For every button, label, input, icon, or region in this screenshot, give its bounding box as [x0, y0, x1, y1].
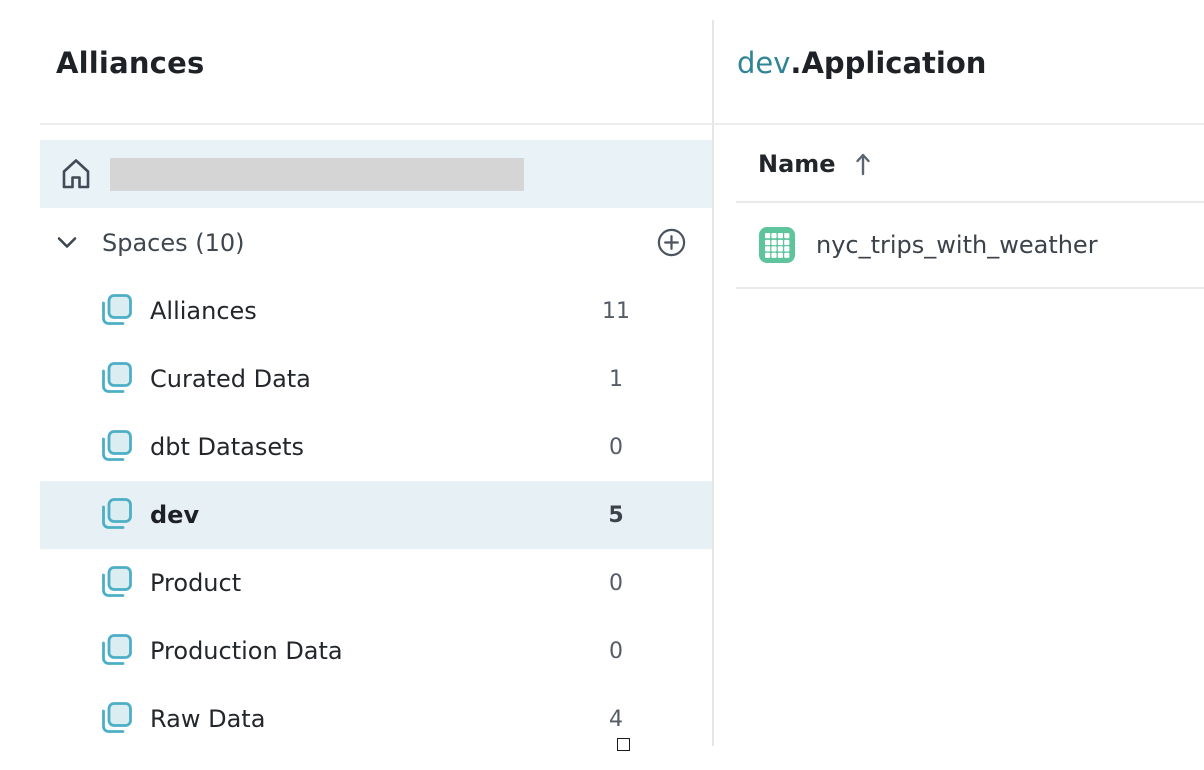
space-child-count: 0 [609, 434, 623, 460]
space-list-item[interactable]: Product 0 [40, 549, 713, 617]
table-header-underline [736, 201, 1204, 203]
spaces-list: Alliances 11 Curated Data 1 dbt Datasets [40, 277, 713, 753]
space-list-item[interactable]: Raw Data 4 [40, 685, 713, 753]
add-space-button[interactable] [656, 227, 687, 258]
space-list-item[interactable]: dbt Datasets 0 [40, 413, 713, 481]
main-header-divider [713, 123, 1204, 125]
space-icon [97, 292, 134, 331]
sidebar-header-divider [40, 123, 713, 125]
redacted-home-label [110, 157, 524, 191]
plus-circle-icon [657, 228, 686, 257]
space-name: Curated Data [150, 365, 311, 393]
table-row-underline [736, 287, 1204, 289]
space-icon [97, 496, 134, 535]
space-child-count: 4 [609, 706, 623, 732]
space-icon [97, 700, 134, 739]
column-label: Name [758, 150, 836, 178]
chevron-down-icon[interactable] [55, 235, 79, 251]
space-child-count: 1 [609, 366, 623, 392]
space-name: Product [150, 569, 242, 597]
space-list-item[interactable]: Alliances 11 [40, 277, 713, 345]
home-icon [58, 156, 94, 192]
sidebar-title: Alliances [56, 46, 205, 80]
space-contents-panel: dev.Application Name [713, 0, 1204, 770]
dataset-row[interactable]: nyc_trips_with_weather [736, 203, 1204, 287]
space-name: dbt Datasets [150, 433, 304, 461]
breadcrumb: dev.Application [737, 46, 986, 80]
stray-square-artifact [617, 738, 630, 751]
panel-divider [712, 20, 714, 746]
space-icon [97, 564, 134, 603]
space-list-item[interactable]: Curated Data 1 [40, 345, 713, 413]
space-list-item[interactable]: dev 5 [40, 481, 713, 549]
space-name: Raw Data [150, 705, 266, 733]
space-list-item[interactable]: Production Data 0 [40, 617, 713, 685]
space-name: dev [150, 501, 200, 529]
home-row[interactable] [40, 140, 713, 208]
space-child-count: 11 [602, 298, 630, 324]
space-child-count: 5 [608, 502, 624, 528]
spaces-root-label: Spaces (10) [102, 228, 245, 257]
space-icon [97, 632, 134, 671]
breadcrumb-space-link[interactable]: dev [737, 46, 791, 80]
sort-ascending-icon [854, 151, 872, 177]
column-header-name[interactable]: Name [758, 150, 872, 178]
spaces-sidebar: Alliances Spaces (10) [40, 46, 713, 753]
spaces-tree-root[interactable]: Spaces (10) [40, 208, 713, 277]
space-child-count: 0 [609, 638, 623, 664]
space-name: Alliances [150, 297, 257, 325]
space-icon [97, 360, 134, 399]
space-child-count: 0 [609, 570, 623, 596]
space-name: Production Data [150, 637, 343, 665]
dataset-name: nyc_trips_with_weather [816, 231, 1098, 259]
space-icon [97, 428, 134, 467]
dataset-table-icon [758, 226, 796, 264]
breadcrumb-current: .Application [790, 46, 987, 80]
